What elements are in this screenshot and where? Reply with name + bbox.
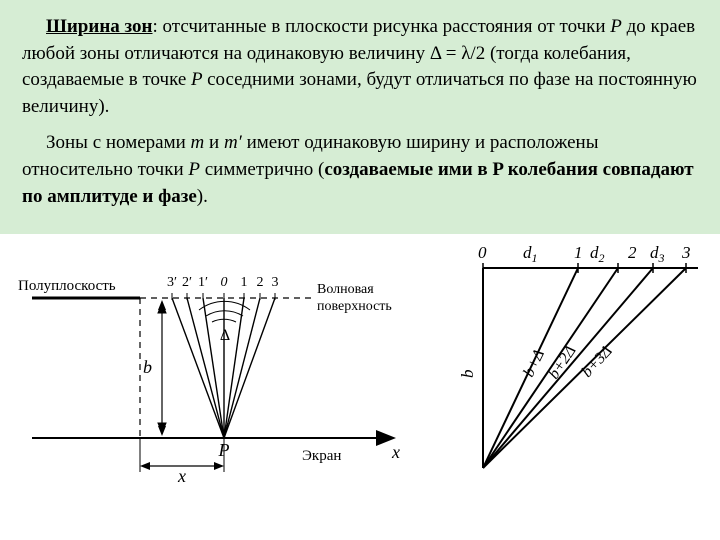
axis-x-label: x <box>391 442 400 462</box>
p1-P2: P <box>191 69 207 90</box>
b2-ray-label: b+2Δ <box>545 343 579 383</box>
top-ticks: 3′ 2′ 1′ 0 1 2 3 <box>167 275 279 290</box>
p2-b: и <box>204 132 224 153</box>
p2-m: m <box>191 132 205 153</box>
p2-e: ). <box>197 186 208 207</box>
figure-left-diffraction: Полуплоскость Волновая поверхность 3′ 2′… <box>12 238 412 498</box>
svg-text:0: 0 <box>478 243 487 262</box>
svg-text:d1: d1 <box>523 243 538 265</box>
wave-label-2: поверхность <box>317 299 392 314</box>
halfplane-label: Полуплоскость <box>18 278 116 294</box>
p2-d: симметрично ( <box>200 159 324 180</box>
svg-text:2: 2 <box>257 275 264 290</box>
p2-a: Зоны с номерами <box>46 132 191 153</box>
wave-label-1: Волновая <box>317 282 374 297</box>
p2-mprime: m′ <box>224 132 242 153</box>
screen-label: Экран <box>302 448 341 464</box>
delta-label: Δ <box>220 327 230 344</box>
x-span-label: x <box>177 466 186 486</box>
top-seg-labels: 0 d1 1 d2 2 d3 3 <box>478 243 691 265</box>
svg-text:d2: d2 <box>590 243 605 265</box>
svg-text:d3: d3 <box>650 243 665 265</box>
paragraph-2: Зоны с номерами m и m′ имеют одинаковую … <box>22 130 698 210</box>
svg-text:3′: 3′ <box>167 275 177 290</box>
p2-P: P <box>188 159 200 180</box>
paragraph-1: Ширина зон: отсчитанные в плоскости рису… <box>22 14 698 120</box>
svg-text:3: 3 <box>681 243 691 262</box>
svg-text:1: 1 <box>574 243 583 262</box>
svg-text:1′: 1′ <box>198 275 208 290</box>
p1-P1: P <box>610 16 622 37</box>
zone-width-heading: Ширина зон <box>46 16 153 37</box>
figure-right-zones: 0 d1 1 d2 2 d3 3 b b+Δ b+2Δ b+3Δ <box>428 238 708 498</box>
svg-text:2′: 2′ <box>182 275 192 290</box>
svg-text:3: 3 <box>272 275 279 290</box>
svg-text:2: 2 <box>628 243 637 262</box>
svg-text:0: 0 <box>221 275 228 290</box>
figures-row: Полуплоскость Волновая поверхность 3′ 2′… <box>0 234 720 498</box>
b1-ray-label: b+Δ <box>520 347 548 380</box>
b-ray-label: b <box>458 370 477 379</box>
b-label: b <box>143 357 152 377</box>
p1-a: : отсчитанные в плоскости рисунка рассто… <box>153 16 611 37</box>
svg-text:1: 1 <box>241 275 248 290</box>
text-panel: Ширина зон: отсчитанные в плоскости рису… <box>0 0 720 234</box>
